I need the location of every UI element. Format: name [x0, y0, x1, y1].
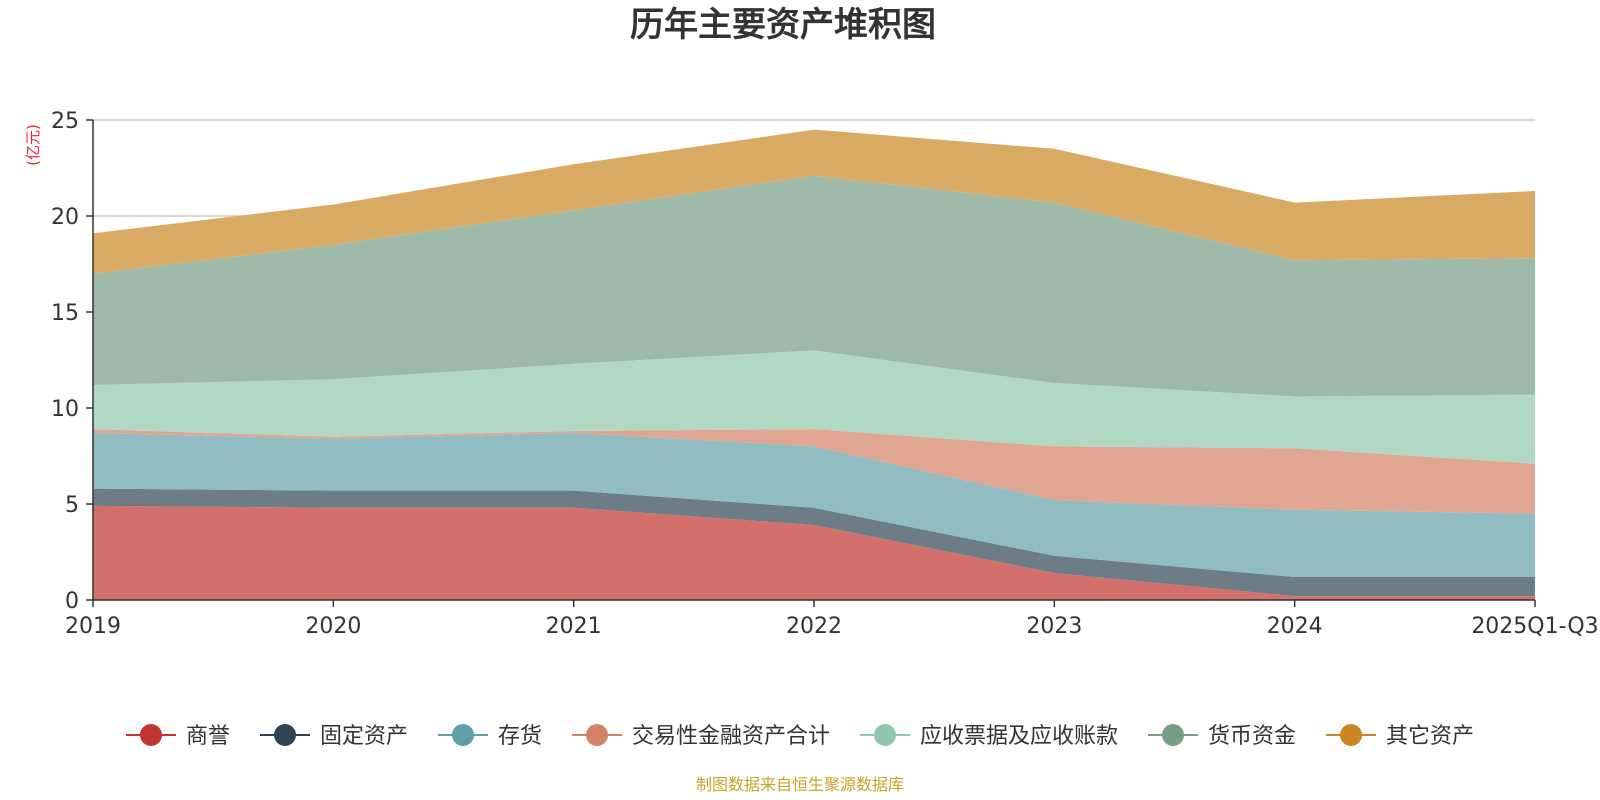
axes: 0 5 10 15 20 25 2019 2020 2021 2022 2023 2024 2025Q1… [51, 109, 1599, 639]
x-tick-label: 2021 [546, 614, 602, 639]
legend-label: 存货 [498, 724, 542, 749]
legend: 商誉 固定资产 存货 交易性金融资产合计 应收票据及应收账款 货币资金 其它资产 [126, 724, 1474, 749]
legend-item[interactable]: 商誉 [126, 724, 230, 749]
y-tick-label: 0 [65, 589, 79, 614]
area-series [93, 350, 1535, 464]
chart-title: 历年主要资产堆积图 [630, 5, 936, 45]
y-tick-label: 20 [51, 205, 79, 230]
legend-label: 固定资产 [320, 724, 408, 749]
legend-item[interactable]: 交易性金融资产合计 [572, 724, 830, 749]
x-tick-label: 2023 [1026, 614, 1082, 639]
x-tick-label: 2022 [786, 614, 842, 639]
y-tick-label: 25 [51, 109, 79, 134]
legend-marker-icon [452, 724, 474, 746]
legend-item[interactable]: 应收票据及应收账款 [860, 724, 1118, 749]
legend-marker-icon [274, 724, 296, 746]
legend-item[interactable]: 固定资产 [260, 724, 408, 749]
legend-item[interactable]: 货币资金 [1148, 724, 1296, 749]
x-tick-label: 2024 [1267, 614, 1323, 639]
legend-marker-icon [1162, 724, 1184, 746]
legend-marker-icon [874, 724, 896, 746]
source-note: 制图数据来自恒生聚源数据库 [696, 775, 904, 794]
legend-marker-icon [586, 724, 608, 746]
x-tick-label: 2025Q1-Q3 [1471, 614, 1598, 639]
area-series [93, 429, 1535, 514]
legend-label: 商誉 [186, 724, 230, 749]
y-axis-unit: (亿元) [24, 124, 42, 166]
legend-label: 货币资金 [1208, 724, 1296, 749]
x-tick-label: 2020 [305, 614, 361, 639]
legend-label: 应收票据及应收账款 [920, 724, 1118, 749]
area-series [93, 175, 1535, 397]
legend-item[interactable]: 其它资产 [1326, 724, 1474, 749]
legend-label: 其它资产 [1386, 724, 1474, 749]
stacked-areas [93, 129, 1535, 600]
y-tick-label: 5 [65, 493, 79, 518]
area-series [93, 505, 1535, 600]
x-tick-label: 2019 [65, 614, 121, 639]
legend-label: 交易性金融资产合计 [632, 724, 830, 749]
legend-item[interactable]: 存货 [438, 724, 542, 749]
area-series [93, 433, 1535, 577]
legend-marker-icon [140, 724, 162, 746]
area-series [93, 488, 1535, 597]
y-tick-label: 10 [51, 397, 79, 422]
area-series [93, 129, 1535, 274]
y-tick-label: 15 [51, 301, 79, 326]
legend-marker-icon [1340, 724, 1362, 746]
